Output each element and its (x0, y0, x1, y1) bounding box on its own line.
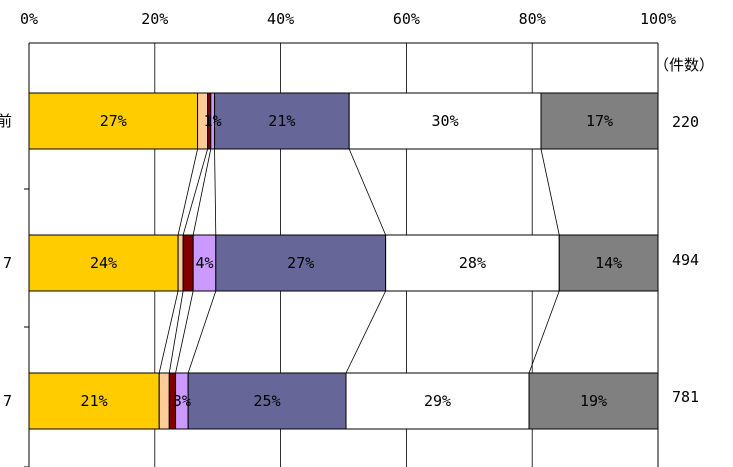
count-label: 220 (672, 113, 699, 131)
bar-segment (177, 234, 184, 292)
x-tick-label: 80% (519, 10, 546, 28)
data-label: 28% (459, 254, 486, 272)
bar-segment (528, 372, 659, 430)
bar-segment (182, 234, 194, 292)
x-tick-label: 0% (20, 10, 38, 28)
bars (28, 92, 659, 430)
series-line (348, 148, 387, 236)
count-labels: 220 494 781 (672, 113, 699, 406)
series-line (158, 290, 179, 374)
series-line (540, 148, 560, 236)
count-label: 494 (672, 251, 699, 269)
data-label: 21% (268, 112, 295, 130)
data-label: 19% (580, 392, 607, 410)
bar-segment (385, 234, 560, 292)
series-line (192, 148, 212, 236)
bar-segment (348, 92, 542, 150)
data-label: 21% (81, 392, 108, 410)
x-tick-label: 20% (141, 10, 168, 28)
data-label: 30% (432, 112, 459, 130)
series-line (168, 290, 184, 374)
data-label: 25% (254, 392, 281, 410)
bar-segment (345, 372, 530, 430)
series-lines (158, 148, 560, 374)
x-tick-label: 40% (267, 10, 294, 28)
x-axis-ticks: 0% 20% 40% 60% 80% 100% (20, 10, 676, 28)
x-tick-label: 60% (393, 10, 420, 28)
data-label: 27% (100, 112, 127, 130)
category-label: 前 (0, 112, 12, 130)
count-column-header: （件数） (654, 56, 714, 74)
data-label: 17% (586, 112, 613, 130)
series-line (214, 148, 217, 236)
series-line (182, 148, 209, 236)
bar-segment (558, 234, 659, 292)
series-line (187, 290, 217, 374)
series-line (177, 148, 198, 236)
data-labels: 27% 1% 21% 30% 17% 24% 4% 27% 28% 14% 21% 3% 25% 29% 1… (81, 112, 623, 410)
series-line (345, 290, 387, 374)
count-label: 781 (672, 388, 699, 406)
bar-segment (215, 234, 387, 292)
category-labels: 前 7 7 (0, 112, 12, 410)
series-line (175, 290, 194, 374)
data-label: 14% (595, 254, 622, 272)
x-tick-label: 100% (640, 10, 676, 28)
category-label: 7 (3, 392, 12, 410)
data-label: 1% (204, 112, 222, 130)
data-label: 29% (424, 392, 451, 410)
category-label: 7 (3, 254, 12, 272)
data-label: 27% (287, 254, 314, 272)
bar-segment (540, 92, 659, 150)
data-label: 3% (173, 392, 191, 410)
data-label: 24% (90, 254, 117, 272)
bar-segment (187, 372, 347, 430)
bar-segment (214, 92, 350, 150)
bar-segment (28, 372, 160, 430)
data-label: 4% (195, 254, 213, 272)
bar-segment (158, 372, 170, 430)
series-line (528, 290, 560, 374)
